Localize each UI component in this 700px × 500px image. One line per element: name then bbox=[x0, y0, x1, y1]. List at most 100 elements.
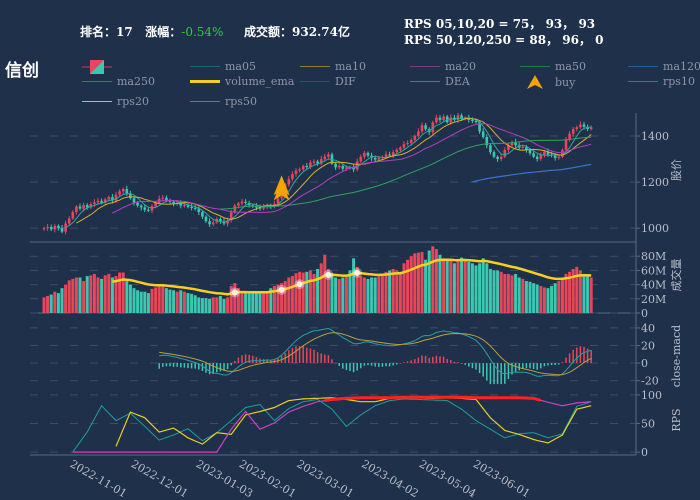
y-tick-label: 60M bbox=[641, 264, 666, 277]
volume-bar bbox=[334, 277, 338, 313]
legend-item-rps50[interactable]: rps50 bbox=[190, 95, 257, 108]
candle-body bbox=[291, 174, 294, 180]
legend-line-icon bbox=[190, 101, 220, 102]
candle-body bbox=[492, 152, 496, 157]
candle-body bbox=[413, 136, 417, 140]
legend-item-ma20[interactable]: ma20 bbox=[410, 60, 476, 73]
candle-body bbox=[287, 179, 291, 185]
legend-item-DEA[interactable]: DEA bbox=[410, 75, 470, 88]
rank-value: 17 bbox=[116, 25, 133, 39]
buy-marker bbox=[273, 181, 290, 201]
volume-bar bbox=[200, 298, 204, 313]
volume-bar bbox=[478, 263, 482, 313]
legend-item-ma05[interactable]: ma05 bbox=[190, 60, 256, 73]
rps10-line bbox=[72, 398, 592, 453]
rank: 排名：17 涨幅：-0.54% bbox=[80, 23, 223, 40]
volume-bar bbox=[467, 261, 471, 313]
candle-body bbox=[197, 208, 201, 213]
legend-item-DIF[interactable]: DIF bbox=[300, 75, 356, 88]
candle-body bbox=[96, 200, 100, 203]
candle-body bbox=[352, 167, 355, 170]
candle-body bbox=[111, 197, 114, 201]
legend-item-rps20[interactable]: rps20 bbox=[82, 95, 149, 108]
candle-body bbox=[312, 161, 316, 163]
volume-bar bbox=[564, 273, 568, 313]
candle-body bbox=[496, 156, 499, 160]
y-tick-label: 50 bbox=[641, 418, 655, 431]
volume-bar bbox=[330, 273, 334, 313]
candle-body bbox=[514, 142, 517, 146]
volume-bar bbox=[499, 271, 503, 313]
candle-body bbox=[438, 117, 442, 120]
y-tick-label: -20 bbox=[641, 375, 659, 388]
volume-bar bbox=[510, 275, 514, 313]
legend-label: ma50 bbox=[555, 60, 586, 73]
candle-body bbox=[406, 142, 409, 145]
rank-label: 排名： bbox=[80, 25, 117, 39]
volume-bar bbox=[71, 278, 75, 313]
volume-bar bbox=[452, 263, 456, 313]
candle-body bbox=[384, 154, 388, 157]
volume-bar bbox=[136, 290, 140, 313]
legend-label: ma05 bbox=[225, 60, 256, 73]
candle-body bbox=[57, 225, 60, 229]
candle-body bbox=[417, 131, 420, 137]
legend-item-ma50[interactable]: ma50 bbox=[520, 60, 586, 73]
volume-bar bbox=[578, 270, 582, 313]
volume-bar bbox=[305, 271, 309, 313]
candle-body bbox=[525, 146, 528, 150]
candle-body bbox=[359, 156, 363, 162]
legend-item-rps10[interactable]: rps10 bbox=[628, 75, 695, 88]
legend-label: rps10 bbox=[663, 75, 695, 88]
candle-body bbox=[53, 225, 57, 230]
candle-body bbox=[589, 127, 593, 130]
candle-body bbox=[89, 203, 93, 208]
candle-body bbox=[103, 199, 107, 203]
x-tick-label: 2022-11-01 bbox=[68, 457, 129, 500]
volume-bar bbox=[449, 260, 453, 313]
y-tick-label: 80M bbox=[641, 250, 666, 263]
candle-body bbox=[507, 145, 510, 150]
candle-body bbox=[147, 209, 150, 211]
volume-bar bbox=[380, 273, 384, 313]
y-tick-label: 1400 bbox=[641, 130, 669, 143]
volume-bar bbox=[128, 284, 132, 313]
candle-body bbox=[125, 189, 129, 194]
volume-bar bbox=[492, 270, 496, 313]
legend-line-icon bbox=[628, 66, 658, 67]
volume-bar bbox=[67, 280, 71, 313]
candle-body bbox=[201, 212, 204, 217]
volume-bar bbox=[388, 270, 392, 313]
volume-bar bbox=[442, 258, 446, 313]
legend-item-buy[interactable]: buy bbox=[520, 75, 575, 89]
rps-high-band bbox=[324, 395, 542, 403]
volume-bar bbox=[532, 283, 536, 313]
volume-bar bbox=[229, 286, 233, 313]
candle-body bbox=[208, 221, 211, 225]
volume-bar bbox=[100, 278, 104, 313]
legend-item-ma250[interactable]: ma250 bbox=[82, 75, 155, 88]
volume-bar bbox=[528, 281, 532, 313]
candle-body bbox=[154, 202, 157, 207]
candle-body bbox=[100, 200, 103, 203]
legend-item-candlestick[interactable] bbox=[82, 60, 112, 74]
volume-bar bbox=[290, 276, 294, 313]
legend-item-volume_ema[interactable]: volume_ema bbox=[190, 75, 294, 88]
candle-body bbox=[219, 218, 222, 222]
volume-bar bbox=[74, 277, 78, 313]
candle-body bbox=[294, 170, 298, 175]
legend-line-icon bbox=[300, 81, 330, 82]
legend-item-ma10[interactable]: ma10 bbox=[300, 60, 366, 73]
candle-body bbox=[489, 145, 492, 153]
candle-body bbox=[309, 162, 312, 168]
volume-bar bbox=[197, 297, 201, 313]
candle-body bbox=[373, 157, 377, 160]
volume-bar bbox=[557, 281, 561, 313]
volume-bar bbox=[568, 271, 572, 313]
candle-body bbox=[82, 205, 85, 209]
legend-item-ma120[interactable]: ma120 bbox=[628, 60, 700, 73]
volume-bar bbox=[316, 268, 320, 313]
volume-bar bbox=[247, 293, 251, 313]
volume-bar bbox=[179, 290, 183, 313]
volume-bar bbox=[85, 276, 89, 313]
